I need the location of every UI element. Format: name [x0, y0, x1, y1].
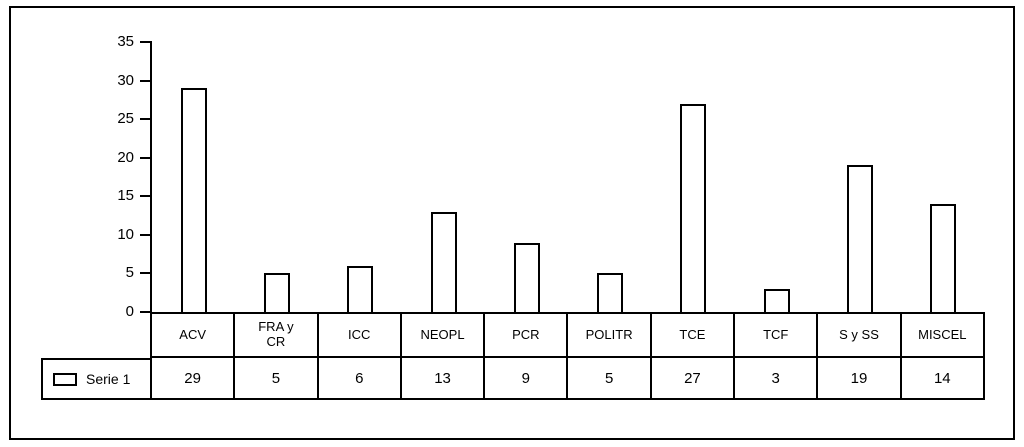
value-cell: 3 — [735, 358, 819, 398]
category-cell: PCR — [485, 314, 569, 356]
value-row: 29 5 6 13 9 5 27 3 19 14 — [150, 358, 985, 400]
plot-area: 0 5 10 15 20 25 30 35 — [117, 33, 985, 320]
value-cell: 5 — [235, 358, 319, 398]
y-tick-mark — [140, 156, 152, 159]
value-cell: 14 — [902, 358, 985, 398]
bar — [513, 242, 540, 312]
y-tick-mark — [140, 41, 152, 43]
bar — [597, 273, 624, 312]
value-cell: 5 — [568, 358, 652, 398]
value-cell: 19 — [818, 358, 902, 398]
bar — [347, 265, 374, 312]
bar — [763, 288, 790, 312]
y-tick-mark — [140, 79, 152, 82]
category-cell: FRA y CR — [235, 314, 319, 356]
y-tick-mark — [140, 272, 152, 275]
value-cell: 13 — [402, 358, 486, 398]
value-cell: 29 — [152, 358, 236, 398]
category-cell: TCF — [735, 314, 819, 356]
value-cell: 6 — [319, 358, 402, 398]
y-axis-label: 35 — [117, 33, 134, 50]
value-cell: 27 — [652, 358, 736, 398]
legend-swatch — [53, 372, 77, 386]
bar — [930, 204, 957, 312]
category-cell: ICC — [319, 314, 402, 356]
value-cell: 9 — [485, 358, 569, 398]
category-cell: S y SS — [818, 314, 902, 356]
category-cell: NEOPL — [402, 314, 486, 356]
bar — [430, 211, 457, 312]
category-cell: ACV — [152, 314, 236, 356]
y-axis-label: 30 — [117, 71, 134, 89]
y-tick-mark — [140, 233, 152, 236]
y-axis-label: 10 — [117, 225, 134, 243]
category-cell: MISCEL — [902, 314, 985, 356]
y-axis-label: 0 — [125, 303, 134, 320]
category-cell: POLITR — [568, 314, 652, 356]
y-axis-label: 20 — [117, 148, 134, 166]
y-axis-label: 15 — [117, 187, 134, 205]
y-axis-label: 25 — [117, 110, 134, 128]
legend-cell: Serie 1 — [41, 358, 150, 400]
y-axis-label: 5 — [125, 264, 134, 282]
legend-label: Serie 1 — [86, 371, 131, 387]
bar — [847, 165, 874, 312]
category-row: ACV FRA y CR ICC NEOPL PCR POLITR TCE TCF S y SS… — [150, 312, 985, 358]
y-tick-mark — [140, 311, 152, 313]
y-tick-mark — [140, 195, 152, 198]
bar — [263, 273, 290, 312]
bar — [180, 88, 207, 312]
y-tick-mark — [140, 118, 152, 121]
bar — [680, 103, 707, 312]
category-cell: TCE — [652, 314, 736, 356]
chart-frame: 0 5 10 15 20 25 30 35 ACV FRA y CR ICC NEOPL PCR POL… — [9, 6, 1015, 440]
